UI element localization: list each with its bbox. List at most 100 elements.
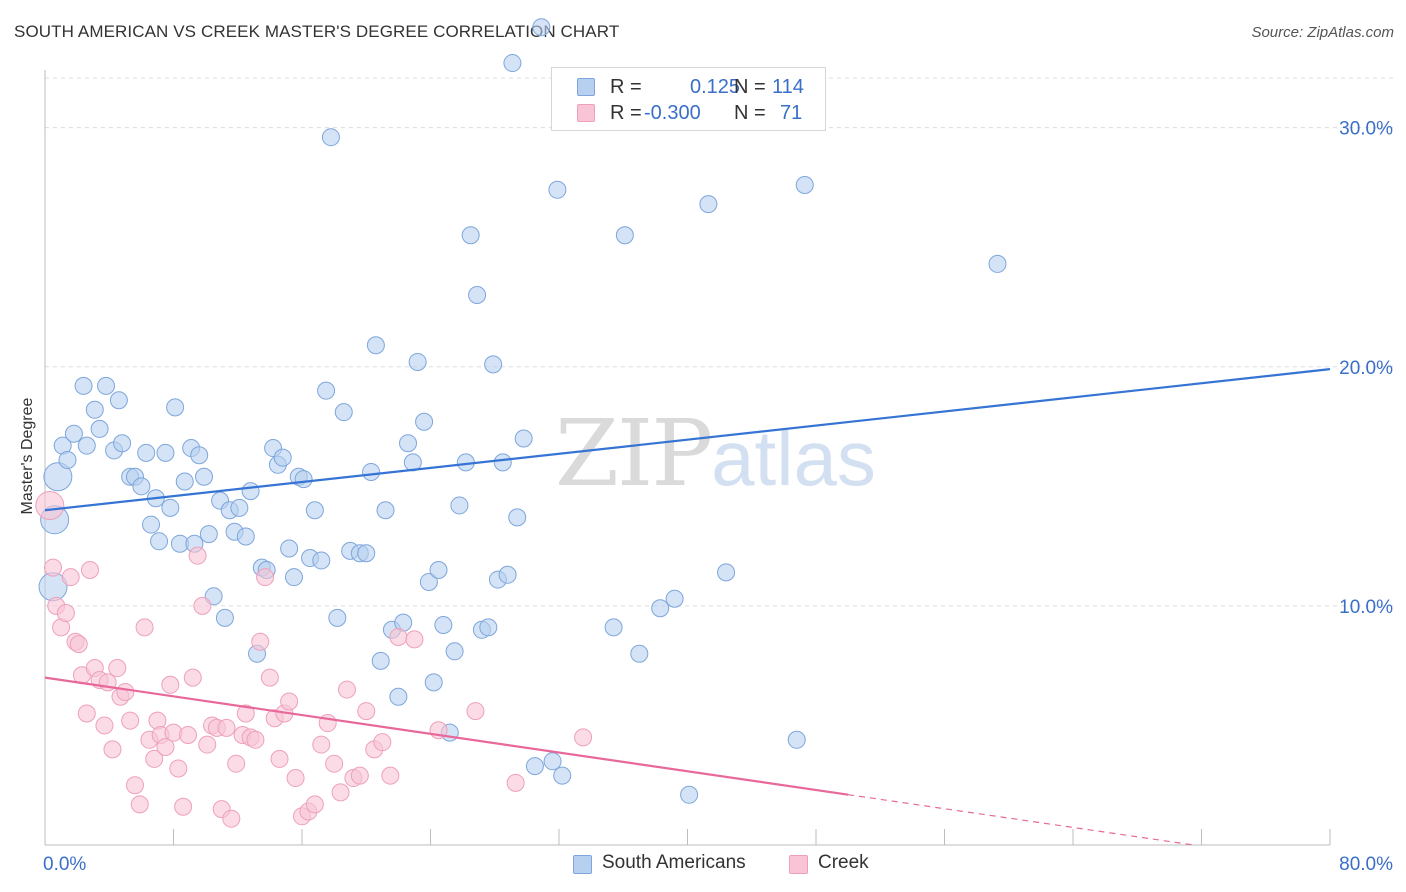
point-south-americans (525, 757, 544, 776)
point-south-americans (532, 18, 551, 37)
point-creek (35, 490, 65, 520)
x-tick-label: 80.0% (1339, 854, 1393, 875)
point-creek (256, 568, 275, 587)
point-south-americans (142, 515, 161, 534)
point-south-americans (312, 551, 331, 570)
point-south-americans (199, 525, 218, 544)
point-creek (373, 733, 392, 752)
point-south-americans (680, 785, 699, 804)
stats-n-label: N = (734, 102, 766, 124)
point-creek (193, 596, 212, 615)
point-south-americans (419, 572, 438, 591)
legend-label-south-americans: South Americans (602, 852, 746, 873)
point-south-americans (43, 462, 73, 492)
point-creek (506, 773, 525, 792)
point-south-americans (77, 436, 96, 455)
point-creek (125, 776, 144, 795)
point-south-americans (484, 355, 503, 374)
point-south-americans (137, 443, 156, 462)
point-south-americans (305, 501, 324, 520)
point-creek (121, 711, 140, 730)
point-creek (69, 635, 88, 654)
point-south-americans (468, 286, 487, 305)
point-south-americans (161, 498, 180, 517)
point-south-americans (665, 589, 684, 608)
y-tick-label: 10.0% (1339, 597, 1393, 618)
point-creek (350, 766, 369, 785)
point-south-americans (429, 561, 448, 580)
point-creek (236, 704, 255, 723)
point-creek (145, 749, 164, 768)
point-creek (77, 704, 96, 723)
point-south-americans (493, 453, 512, 472)
point-south-americans (366, 336, 385, 355)
point-creek (337, 680, 356, 699)
stats-row-blue: R = 0.125 N = 114 (552, 76, 825, 102)
point-south-americans (508, 508, 527, 527)
y-tick-label: 20.0% (1339, 358, 1393, 379)
point-south-americans (450, 496, 469, 515)
point-south-americans (236, 527, 255, 546)
trendline-south-americans (44, 368, 1331, 512)
point-south-americans (97, 376, 116, 395)
point-south-americans (357, 544, 376, 563)
point-south-americans (156, 443, 175, 462)
point-creek (188, 546, 207, 565)
point-south-americans (399, 434, 418, 453)
point-south-americans (230, 498, 249, 517)
point-creek (325, 754, 344, 773)
point-south-americans (424, 673, 443, 692)
point-south-americans (362, 462, 381, 481)
point-creek (183, 668, 202, 687)
point-south-americans (74, 376, 93, 395)
point-south-americans (109, 391, 128, 410)
point-creek (95, 716, 114, 735)
stats-r-value: 0.125 (690, 76, 741, 98)
legend-swatch-creek (789, 855, 808, 874)
point-creek (135, 618, 154, 637)
point-south-americans (514, 429, 533, 448)
point-south-americans (795, 176, 814, 195)
point-south-americans (699, 195, 718, 214)
x-tick-label: 0.0% (43, 854, 86, 875)
point-south-americans (294, 470, 313, 489)
point-creek (286, 769, 305, 788)
point-south-americans (273, 448, 292, 467)
point-south-americans (132, 477, 151, 496)
point-creek (80, 561, 99, 580)
point-creek (574, 728, 593, 747)
point-south-americans (503, 54, 522, 73)
y-tick-label: 30.0% (1339, 119, 1393, 140)
point-south-americans (90, 419, 109, 438)
point-creek (305, 795, 324, 814)
point-south-americans (166, 398, 185, 417)
point-creek (357, 702, 376, 721)
point-creek (246, 730, 265, 749)
point-south-americans (604, 618, 623, 637)
point-creek (280, 692, 299, 711)
point-south-americans (717, 563, 736, 582)
point-creek (169, 759, 188, 778)
point-south-americans (479, 618, 498, 637)
point-south-americans (376, 501, 395, 520)
trendline-creek-extension (848, 794, 1194, 846)
point-south-americans (284, 568, 303, 587)
point-creek (61, 568, 80, 587)
point-south-americans (548, 180, 567, 199)
legend-label-creek: Creek (818, 852, 869, 873)
point-creek (103, 740, 122, 759)
point-south-americans (64, 424, 83, 443)
point-creek (381, 766, 400, 785)
stats-n-value: 114 (772, 76, 804, 98)
point-south-americans (389, 687, 408, 706)
point-south-americans (498, 565, 517, 584)
point-south-americans (113, 434, 132, 453)
point-south-americans (630, 644, 649, 663)
point-creek (178, 726, 197, 745)
point-south-americans (58, 451, 77, 470)
stats-r-label: R = (610, 102, 642, 124)
point-south-americans (317, 381, 336, 400)
point-south-americans (280, 539, 299, 558)
legend-swatch-south-americans (573, 855, 592, 874)
stats-r-value: -0.300 (644, 102, 701, 124)
